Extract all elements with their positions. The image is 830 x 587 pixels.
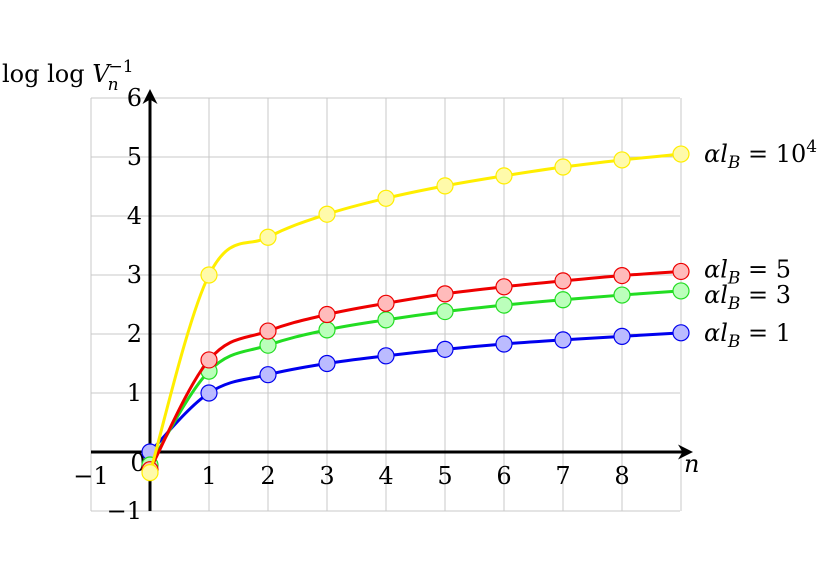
- data-point: [436, 302, 454, 321]
- data-point: [259, 322, 277, 340]
- data-point: [613, 286, 631, 304]
- data-point: [141, 464, 159, 482]
- data-point: [495, 296, 513, 314]
- x-tick-label: 3: [319, 462, 334, 490]
- x-tick-label: 7: [555, 462, 570, 490]
- x-tick-label: 6: [496, 462, 511, 490]
- data-point: [318, 354, 336, 373]
- data-point: [318, 321, 336, 339]
- series-line: [148, 331, 682, 454]
- data-point: [613, 327, 631, 345]
- y-tick-label: 1: [127, 379, 142, 407]
- x-axis-label: n: [684, 450, 699, 478]
- x-tick-label: 2: [260, 462, 275, 490]
- data-point: [495, 167, 513, 185]
- y-tick-label: 5: [127, 143, 142, 171]
- x-tick-label: 4: [378, 462, 393, 490]
- data-point: [377, 347, 395, 365]
- series-label: αlB = 1: [704, 319, 791, 352]
- data-point: [318, 305, 336, 324]
- data-point: [200, 384, 218, 402]
- data-point: [672, 282, 690, 300]
- y-tick-label: 6: [127, 84, 142, 112]
- data-point: [613, 266, 631, 285]
- data-point: [613, 151, 631, 169]
- data-point: [672, 324, 690, 342]
- x-tick-label: 5: [437, 462, 452, 490]
- y-tick-label: −1: [107, 497, 142, 525]
- y-axis-label: log log Vn−1: [2, 57, 134, 95]
- data-point: [318, 205, 336, 223]
- data-point: [436, 177, 454, 195]
- data-point: [554, 291, 572, 309]
- data-point: [259, 228, 277, 246]
- data-point: [672, 262, 690, 281]
- series-label: αlB = 3: [704, 281, 791, 314]
- y-tick-label: 2: [127, 320, 142, 348]
- data-point: [554, 158, 572, 176]
- data-point: [672, 145, 690, 163]
- axes: [91, 89, 693, 511]
- series-line: [148, 152, 682, 474]
- data-point: [495, 278, 513, 296]
- data-point: [377, 189, 395, 207]
- y-tick-label: 3: [127, 261, 142, 289]
- series-line: [148, 289, 682, 466]
- data-point: [259, 366, 277, 384]
- data-point: [554, 272, 572, 290]
- x-tick-label: −1: [73, 462, 108, 490]
- data-point: [495, 335, 513, 353]
- data-point: [436, 285, 454, 303]
- series-line: [148, 269, 682, 471]
- x-tick-label: 1: [201, 462, 216, 490]
- data-point: [377, 294, 395, 312]
- data-point: [377, 311, 395, 329]
- x-tick-label: 8: [614, 462, 629, 490]
- data-point: [554, 331, 572, 349]
- data-point: [436, 340, 454, 358]
- series-3: [141, 324, 690, 461]
- series-label: αlB = 104: [704, 137, 817, 173]
- data-point: [200, 266, 218, 284]
- y-tick-label: 4: [127, 202, 142, 230]
- series-label: αlB = 5: [704, 255, 791, 288]
- series-0: [141, 145, 690, 482]
- series-2: [141, 282, 690, 474]
- data-point: [200, 351, 218, 369]
- axis-titles: n log log Vn−1: [2, 57, 699, 478]
- series-group: [141, 145, 690, 482]
